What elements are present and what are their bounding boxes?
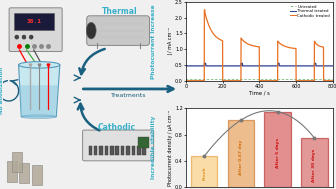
- Text: After 30 days: After 30 days: [312, 148, 316, 182]
- Ellipse shape: [21, 115, 56, 119]
- Bar: [138, 137, 149, 148]
- Polygon shape: [7, 161, 17, 182]
- Polygon shape: [32, 165, 42, 185]
- Ellipse shape: [29, 35, 33, 39]
- Bar: [191, 156, 217, 187]
- Ellipse shape: [22, 35, 26, 39]
- FancyBboxPatch shape: [87, 16, 150, 45]
- Ellipse shape: [18, 62, 60, 68]
- Polygon shape: [18, 65, 60, 117]
- Bar: [14, 13, 53, 30]
- Legend: Untreated, Thermal treated, Cathodic treated: Untreated, Thermal treated, Cathodic tre…: [289, 4, 331, 19]
- Bar: [142, 146, 146, 155]
- FancyBboxPatch shape: [83, 130, 154, 161]
- Polygon shape: [12, 152, 22, 172]
- Bar: [137, 146, 140, 155]
- Y-axis label: J / mA cm⁻²: J / mA cm⁻²: [168, 27, 173, 55]
- Text: Cathodic: Cathodic: [97, 123, 135, 132]
- Y-axis label: Photocurrent density / μA cm⁻²: Photocurrent density / μA cm⁻²: [168, 110, 173, 186]
- Bar: [99, 146, 103, 155]
- Polygon shape: [20, 85, 58, 117]
- Text: 38.1: 38.1: [26, 19, 41, 24]
- Bar: [88, 146, 92, 155]
- Text: After 0.67 day: After 0.67 day: [239, 139, 243, 175]
- Bar: [105, 146, 108, 155]
- Bar: [126, 146, 130, 155]
- Bar: [110, 146, 114, 155]
- Ellipse shape: [15, 35, 19, 39]
- Text: Thermal: Thermal: [102, 7, 138, 16]
- Bar: [116, 146, 119, 155]
- Bar: [301, 138, 328, 187]
- Bar: [121, 146, 124, 155]
- FancyBboxPatch shape: [9, 8, 62, 52]
- Text: After 5 days: After 5 days: [276, 138, 280, 168]
- Polygon shape: [19, 163, 29, 183]
- Bar: [264, 112, 291, 187]
- X-axis label: Time / s: Time / s: [249, 91, 270, 96]
- Bar: [94, 146, 97, 155]
- Text: Treatments: Treatments: [111, 93, 146, 98]
- Text: Photocurrent Increase: Photocurrent Increase: [151, 4, 156, 79]
- Text: Incredible stability: Incredible stability: [151, 116, 156, 179]
- Ellipse shape: [86, 22, 96, 39]
- Bar: [132, 146, 135, 155]
- Bar: [228, 120, 254, 187]
- Text: Fresh: Fresh: [202, 166, 206, 180]
- Text: Nb anodization: Nb anodization: [0, 67, 4, 114]
